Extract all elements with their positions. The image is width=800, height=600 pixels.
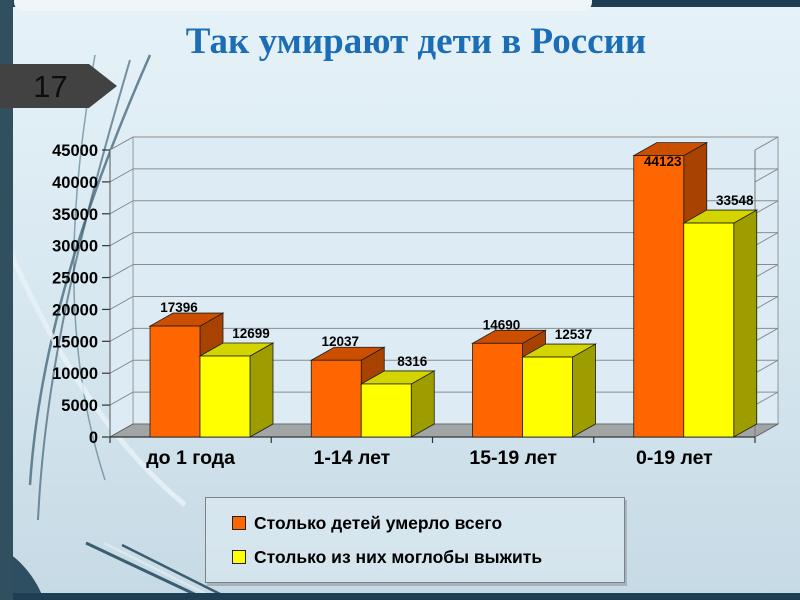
bar-side-face bbox=[572, 343, 596, 438]
bottom-edge-strip bbox=[0, 593, 800, 600]
legend-swatch-survive bbox=[232, 550, 246, 564]
slide-number-badge: 17 bbox=[0, 64, 117, 108]
chart-bars bbox=[148, 141, 759, 438]
value-label: 33548 bbox=[716, 193, 754, 208]
slide-title: Так умирают дети в России bbox=[185, 21, 647, 62]
y-axis-label: 25000 bbox=[52, 270, 98, 288]
gridline-left-connector bbox=[109, 327, 134, 342]
bar-front-face bbox=[360, 383, 412, 438]
gridline-right-connector bbox=[754, 264, 779, 278]
bar-front-face bbox=[149, 325, 201, 438]
bar-front-face bbox=[683, 222, 735, 438]
slide-number: 17 bbox=[33, 68, 68, 104]
bar-front-face bbox=[199, 355, 251, 438]
gridline-left-connector bbox=[109, 200, 134, 215]
gridline-right-connector bbox=[754, 200, 779, 215]
gridline-right-connector bbox=[754, 391, 779, 406]
gridline-left-connector bbox=[109, 391, 134, 406]
corner-line-1 bbox=[85, 541, 208, 600]
y-axis-label: 0 bbox=[89, 429, 98, 447]
bar-front-face bbox=[310, 359, 362, 438]
chart-walls bbox=[109, 136, 779, 438]
gridline-right-connector bbox=[754, 359, 779, 374]
value-label: 12537 bbox=[555, 327, 593, 342]
category-label: до 1 года bbox=[146, 447, 235, 469]
bar-front-face bbox=[633, 155, 685, 438]
gridline-right-connector bbox=[754, 296, 779, 310]
legend-item-survive: Столько из них моглобы выжить bbox=[232, 547, 624, 568]
legend-label-survive: Столько из них моглобы выжить bbox=[254, 546, 543, 567]
gridline-left-connector bbox=[109, 359, 134, 374]
y-axis-label: 10000 bbox=[52, 365, 98, 383]
gridline-left-connector bbox=[109, 168, 134, 183]
value-label: 44123 bbox=[644, 154, 682, 169]
category-label: 1-14 лет bbox=[314, 447, 391, 469]
value-label: 14690 bbox=[483, 317, 521, 332]
category-label: 0-19 лет bbox=[636, 447, 713, 469]
bar-front-face bbox=[472, 342, 523, 438]
gridline-left-connector bbox=[109, 232, 134, 247]
value-label: 12037 bbox=[321, 334, 359, 349]
y-axis-label: 40000 bbox=[52, 174, 98, 192]
value-label: 12699 bbox=[232, 326, 270, 341]
corner-line-3 bbox=[121, 543, 233, 600]
y-axis-label: 35000 bbox=[52, 206, 98, 224]
legend-label-died: Столько детей умерло всего bbox=[254, 512, 503, 533]
gridline-right-connector bbox=[754, 136, 779, 151]
legend-swatch-died bbox=[232, 516, 246, 530]
swoosh-curve-light bbox=[0, 228, 187, 507]
value-label: 8316 bbox=[397, 354, 428, 369]
bar-front-face bbox=[522, 356, 573, 438]
chart-legend: Столько детей умерло всего Столько из ни… bbox=[205, 497, 625, 583]
value-label: 17396 bbox=[160, 300, 198, 315]
y-axis-label: 5000 bbox=[61, 397, 98, 415]
swoosh-curve-dark2 bbox=[37, 59, 131, 521]
gridline-left-connector bbox=[109, 296, 134, 310]
gridline-right-connector bbox=[754, 168, 779, 183]
y-axis-label: 15000 bbox=[52, 333, 98, 351]
left-wall bbox=[109, 136, 134, 438]
left-edge-bar bbox=[0, 0, 13, 600]
legend-item-died: Столько детей умерло всего bbox=[232, 513, 624, 534]
chart-labels: 0 5000 10000 15000 20000 25000 30000 35000 40000… bbox=[52, 142, 754, 469]
y-axis-label: 30000 bbox=[52, 238, 98, 256]
bar-side-face bbox=[733, 209, 758, 438]
y-axis-label: 20000 bbox=[52, 301, 98, 319]
corner-line-2 bbox=[103, 541, 219, 600]
category-label: 15-19 лет bbox=[469, 447, 557, 469]
bar-side-face bbox=[249, 342, 274, 438]
gridline-left-connector bbox=[109, 136, 134, 151]
top-banner bbox=[14, 0, 592, 11]
gridline-left-connector bbox=[109, 264, 134, 278]
gridline-right-connector bbox=[754, 327, 779, 342]
y-axis-label: 45000 bbox=[52, 142, 98, 160]
gridline-right-connector bbox=[754, 232, 779, 247]
